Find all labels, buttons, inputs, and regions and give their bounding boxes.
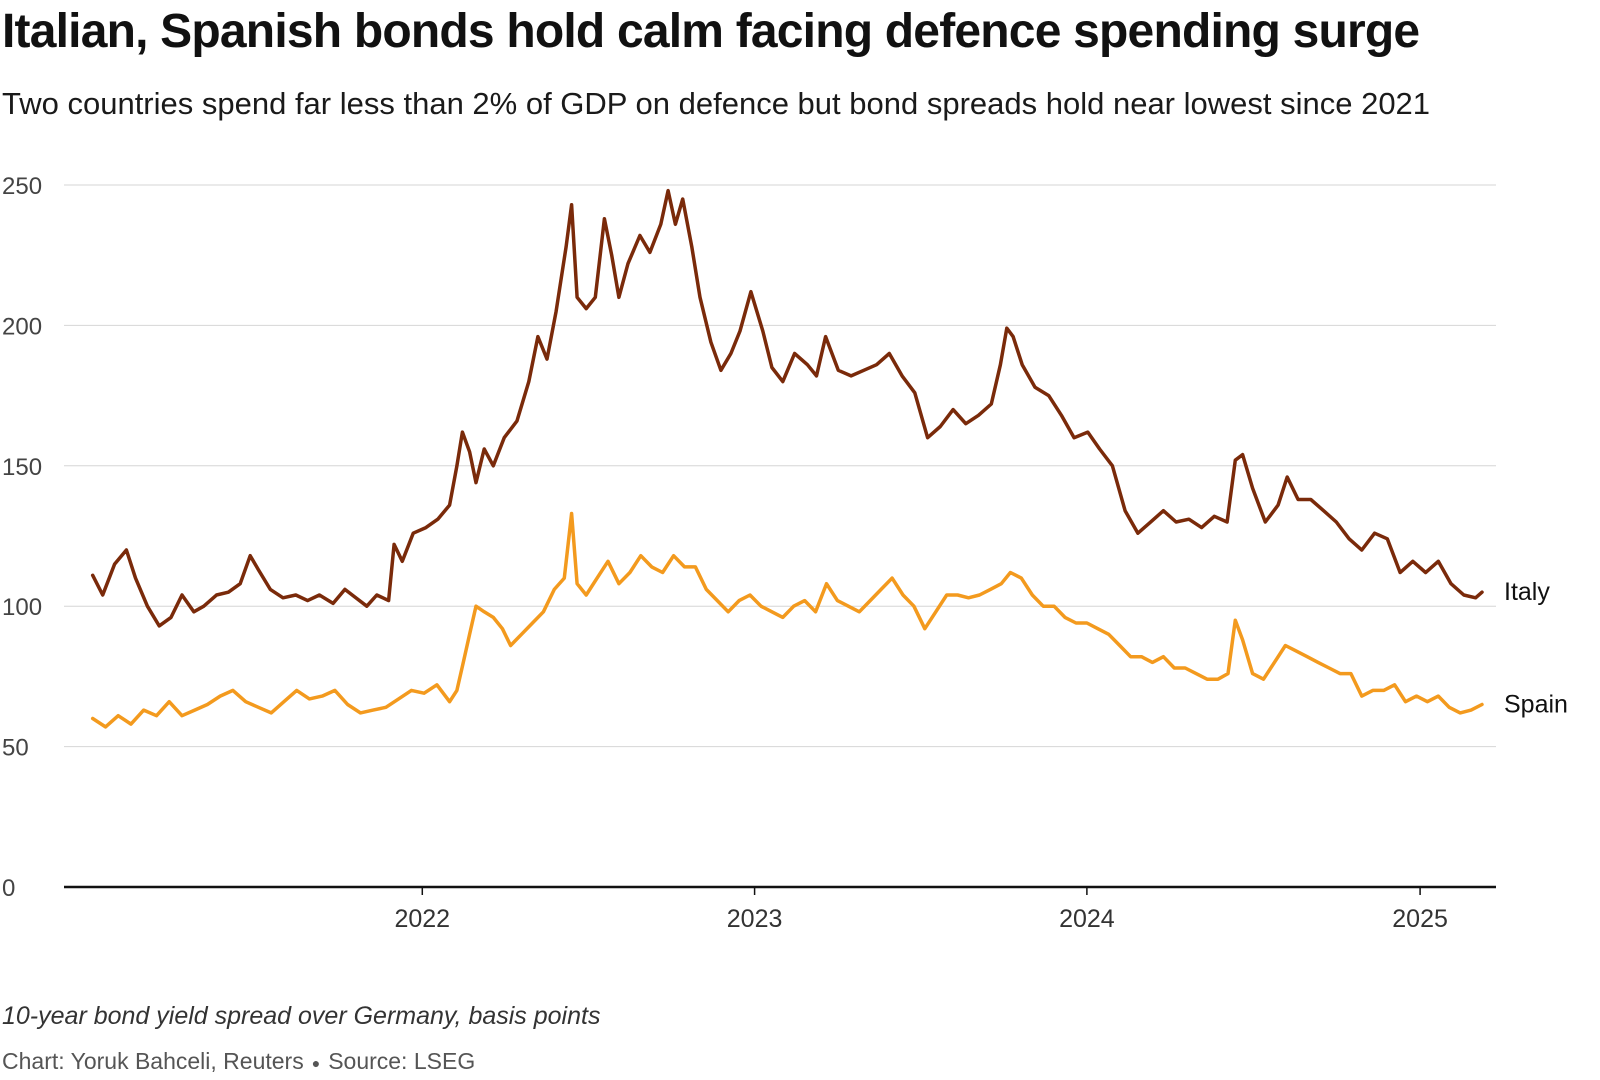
series-line-italy [90,188,1484,628]
series-lines [90,188,1484,729]
series-label-spain: Spain [1504,690,1568,718]
chart-title: Italian, Spanish bonds hold calm facing … [2,5,1420,58]
y-tick-label: 150 [2,454,42,481]
line-chart: 0 50 100 150 200 250 2022 2023 2024 2025 Italy Sp… [2,173,1568,933]
x-tick-labels: 2022 2023 2024 2025 [394,887,1448,933]
x-tick-label: 2022 [394,905,450,933]
credit-author: Chart: Yoruk Bahceli, Reuters [2,1048,304,1074]
chart-subtitle: Two countries spend far less than 2% of … [2,86,1431,121]
footnote: 10-year bond yield spread over Germany, … [2,1002,601,1030]
x-tick-label: 2024 [1059,905,1115,933]
credits: Chart: Yoruk Bahceli, Reuters ● Source: LS… [2,1048,475,1075]
y-tick-labels: 0 50 100 150 200 250 [2,173,42,902]
y-tick-label: 50 [2,735,29,762]
y-tick-label: 250 [2,173,42,200]
x-tick-label: 2025 [1392,905,1448,933]
series-end-labels: Italy Spain [1504,578,1568,718]
series-line-spain [90,511,1484,729]
separator-dot: ● [311,1054,321,1071]
credit-source: Source: LSEG [328,1048,476,1074]
series-label-italy: Italy [1504,578,1550,606]
y-tick-label: 100 [2,594,42,621]
y-tick-label: 200 [2,313,42,340]
x-tick-label: 2023 [727,905,783,933]
y-tick-label: 0 [2,875,15,902]
y-gridlines [64,184,1496,889]
